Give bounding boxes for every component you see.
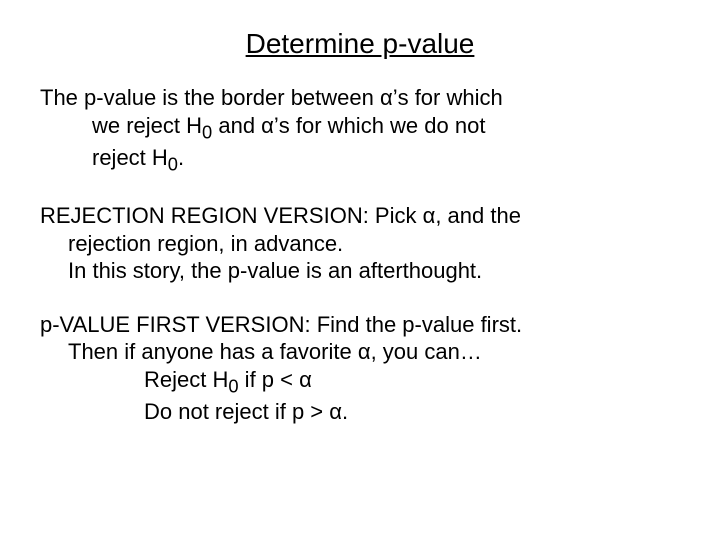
- text-line: The p-value is the border between α’s fo…: [40, 84, 680, 112]
- slide-title: Determine p-value: [40, 28, 680, 60]
- paragraph-definition: The p-value is the border between α’s fo…: [40, 84, 680, 176]
- text-fragment: if p < α: [239, 367, 312, 392]
- text-line: rejection region, in advance.: [40, 230, 680, 258]
- text-fragment: we reject H: [92, 113, 202, 138]
- text-line: reject H0.: [40, 144, 680, 176]
- paragraph-pvalue-first: p-VALUE FIRST VERSION: Find the p-value …: [40, 311, 680, 426]
- subscript: 0: [202, 121, 212, 142]
- text-line: Do not reject if p > α.: [40, 398, 680, 426]
- text-fragment: Reject H: [144, 367, 228, 392]
- paragraph-rejection-region: REJECTION REGION VERSION: Pick α, and th…: [40, 202, 680, 285]
- text-line: Reject H0 if p < α: [40, 366, 680, 398]
- subscript: 0: [168, 153, 178, 174]
- subscript: 0: [228, 375, 238, 396]
- text-line: Then if anyone has a favorite α, you can…: [40, 338, 680, 366]
- text-line: p-VALUE FIRST VERSION: Find the p-value …: [40, 311, 680, 339]
- text-line: we reject H0 and α’s for which we do not: [40, 112, 680, 144]
- text-fragment: reject H: [92, 145, 168, 170]
- text-line: In this story, the p-value is an afterth…: [40, 257, 680, 285]
- text-fragment: .: [178, 145, 184, 170]
- text-line: REJECTION REGION VERSION: Pick α, and th…: [40, 202, 680, 230]
- slide: Determine p-value The p-value is the bor…: [0, 0, 720, 540]
- text-fragment: and α’s for which we do not: [212, 113, 485, 138]
